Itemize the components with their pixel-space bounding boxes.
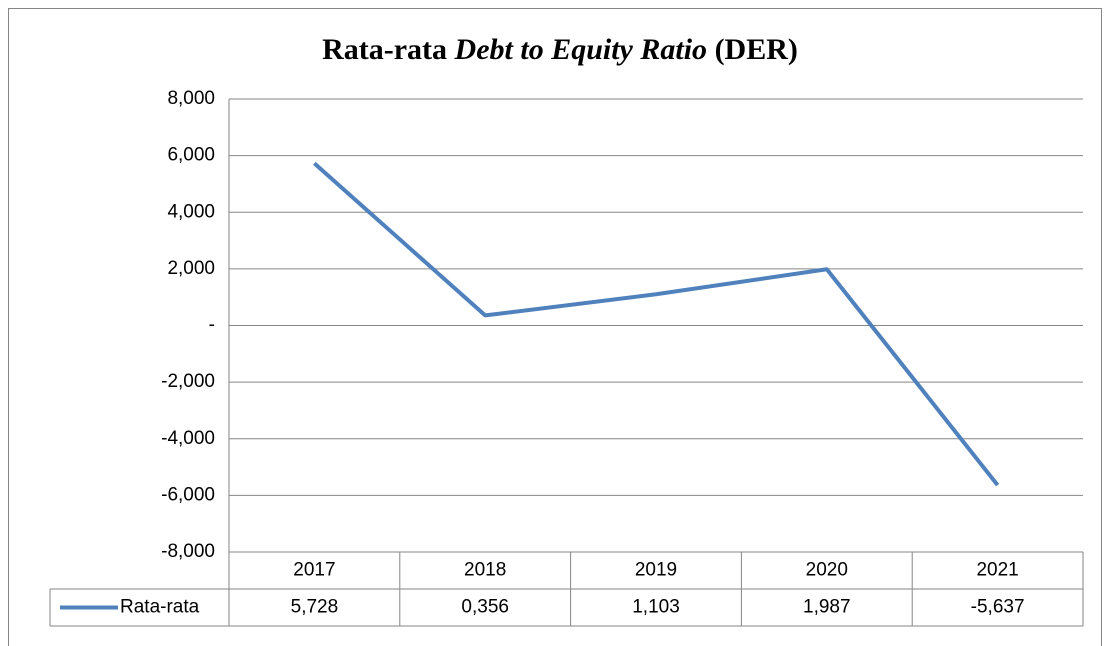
y-tick-label: -4,000 bbox=[161, 428, 215, 449]
data-table-value: 1,103 bbox=[632, 597, 680, 618]
y-tick-label: - bbox=[209, 315, 215, 336]
data-table-value: 0,356 bbox=[461, 597, 509, 618]
legend-label: Rata-rata bbox=[120, 597, 200, 618]
x-tick-label: 2020 bbox=[806, 560, 848, 581]
data-table-value: 1,987 bbox=[803, 597, 851, 618]
series-line bbox=[313, 161, 1000, 487]
y-tick-label: -8,000 bbox=[161, 541, 215, 562]
y-tick-label: 8,000 bbox=[167, 88, 215, 109]
x-tick-label: 2018 bbox=[464, 560, 506, 581]
y-tick-label: -2,000 bbox=[161, 371, 215, 392]
title-part: (DER) bbox=[715, 33, 798, 66]
y-tick-label: 4,000 bbox=[167, 201, 215, 222]
chart-title: Rata-rata Debt to Equity Ratio (DER) bbox=[322, 33, 798, 66]
x-tick-label: 2019 bbox=[635, 560, 677, 581]
title-part: Rata-rata bbox=[322, 33, 447, 66]
x-tick-label: 2021 bbox=[976, 560, 1018, 581]
chart-frame bbox=[8, 8, 1102, 646]
data-table-value: 5,728 bbox=[291, 597, 339, 618]
data-table-value: -5,637 bbox=[971, 597, 1025, 618]
y-tick-label: 2,000 bbox=[167, 258, 215, 279]
y-tick-label: 6,000 bbox=[167, 145, 215, 166]
title-part: Debt to Equity Ratio bbox=[454, 33, 708, 66]
x-tick-label: 2017 bbox=[293, 560, 335, 581]
y-tick-label: -6,000 bbox=[161, 484, 215, 505]
